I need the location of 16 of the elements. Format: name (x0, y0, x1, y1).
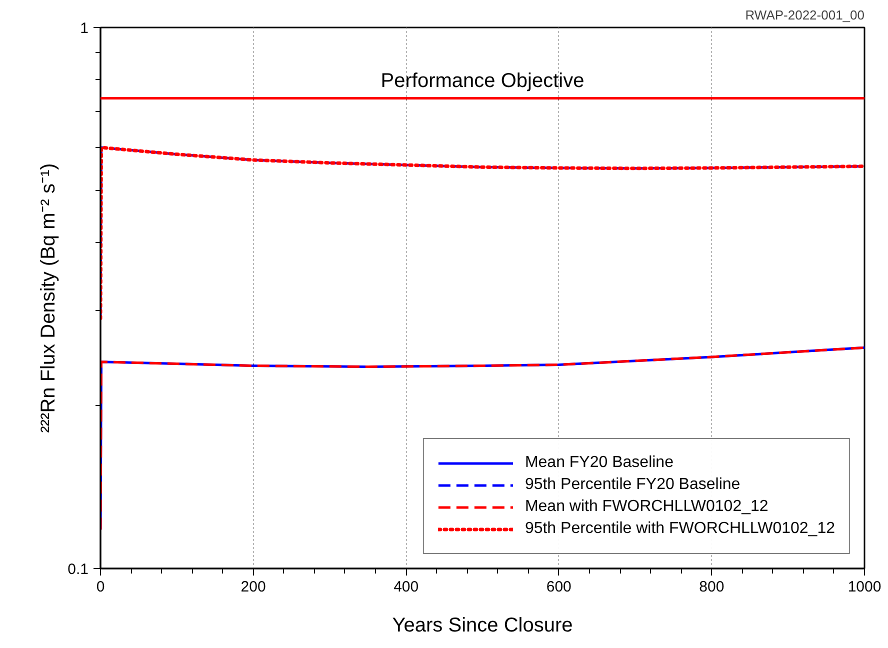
y-tick-label: 0.1 (68, 561, 89, 578)
x-tick-label: 1000 (848, 578, 882, 596)
x-tick-label: 400 (394, 578, 419, 596)
ref-line-label: Performance Objective (380, 70, 584, 92)
text: RWAP-2022-001_00 (745, 8, 865, 22)
legend-label: Mean with FWORCHLLW0102_12 (524, 498, 768, 516)
x-tick-label: 800 (699, 578, 724, 596)
x-tick-label: 0 (96, 578, 105, 596)
x-axis-title: Years Since Closure (392, 614, 573, 636)
legend-label: 95th Percentile FY20 Baseline (524, 476, 740, 494)
x-tick-label: 200 (240, 578, 266, 596)
x-tick-label: 600 (546, 578, 572, 596)
legend-label: Mean FY20 Baseline (524, 454, 674, 472)
y-axis-title: ²²²Rn Flux Density (Bq m⁻² s⁻¹) (38, 163, 60, 433)
legend-label: 95th Percentile with FWORCHLLW0102_12 (524, 520, 835, 538)
y-tick-label: 1 (80, 20, 88, 37)
